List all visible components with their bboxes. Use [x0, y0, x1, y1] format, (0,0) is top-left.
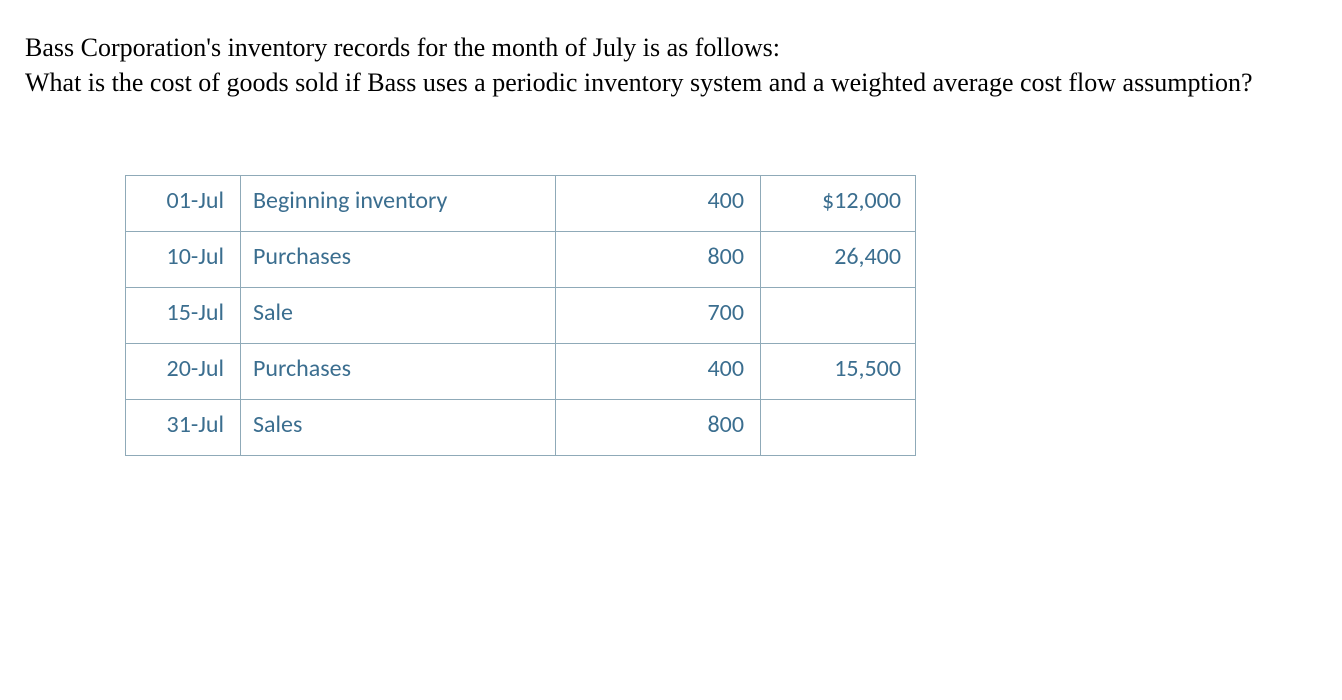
- table-row: 10-Jul Purchases 800 26,400: [126, 232, 916, 288]
- cell-quantity: 700: [556, 288, 761, 344]
- question-line-2: What is the cost of goods sold if Bass u…: [25, 68, 1253, 97]
- cell-amount: [761, 400, 916, 456]
- cell-quantity: 800: [556, 400, 761, 456]
- cell-description: Sale: [241, 288, 556, 344]
- cell-quantity: 800: [556, 232, 761, 288]
- table-row: 01-Jul Beginning inventory 400 $12,000: [126, 176, 916, 232]
- table-row: 20-Jul Purchases 400 15,500: [126, 344, 916, 400]
- cell-date: 31-Jul: [126, 400, 241, 456]
- cell-amount: [761, 288, 916, 344]
- cell-description: Beginning inventory: [241, 176, 556, 232]
- table-row: 15-Jul Sale 700: [126, 288, 916, 344]
- cell-description: Purchases: [241, 344, 556, 400]
- cell-date: 15-Jul: [126, 288, 241, 344]
- inventory-table-container: 01-Jul Beginning inventory 400 $12,000 1…: [125, 175, 1317, 456]
- inventory-table: 01-Jul Beginning inventory 400 $12,000 1…: [125, 175, 916, 456]
- cell-quantity: 400: [556, 176, 761, 232]
- cell-description: Sales: [241, 400, 556, 456]
- cell-quantity: 400: [556, 344, 761, 400]
- cell-description: Purchases: [241, 232, 556, 288]
- cell-amount: 26,400: [761, 232, 916, 288]
- cell-date: 20-Jul: [126, 344, 241, 400]
- cell-amount: 15,500: [761, 344, 916, 400]
- cell-amount: $12,000: [761, 176, 916, 232]
- table-row: 31-Jul Sales 800: [126, 400, 916, 456]
- cell-date: 10-Jul: [126, 232, 241, 288]
- question-line-1: Bass Corporation's inventory records for…: [25, 33, 780, 62]
- cell-date: 01-Jul: [126, 176, 241, 232]
- question-block: Bass Corporation's inventory records for…: [25, 30, 1317, 100]
